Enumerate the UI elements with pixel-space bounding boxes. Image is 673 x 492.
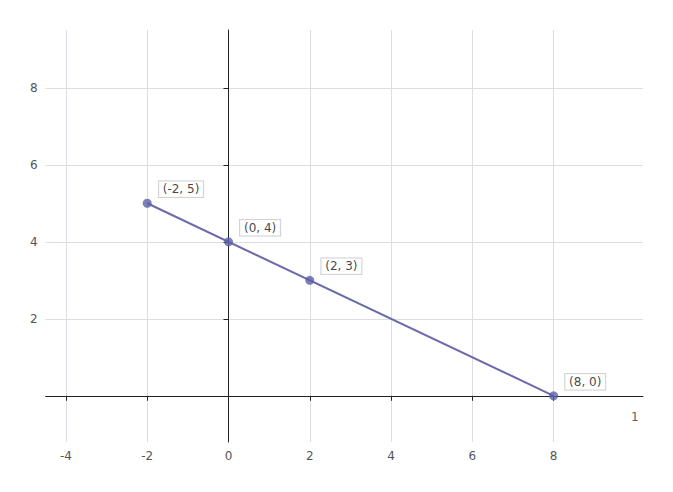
svg-text:2: 2 [30,312,38,326]
svg-text:8: 8 [550,449,558,463]
svg-text:-4: -4 [60,449,72,463]
svg-text:2: 2 [306,449,314,463]
svg-text:1: 1 [631,410,639,424]
svg-text:(2, 3): (2, 3) [325,259,357,273]
svg-text:-2: -2 [141,449,153,463]
svg-text:6: 6 [469,449,477,463]
svg-text:6: 6 [30,158,38,172]
svg-text:4: 4 [387,449,395,463]
svg-text:(-2, 5): (-2, 5) [163,182,200,196]
svg-text:(0, 4): (0, 4) [244,221,276,235]
svg-text:8: 8 [30,81,38,95]
svg-text:0: 0 [225,449,233,463]
svg-text:(8, 0): (8, 0) [569,375,601,389]
svg-text:4: 4 [30,235,38,249]
